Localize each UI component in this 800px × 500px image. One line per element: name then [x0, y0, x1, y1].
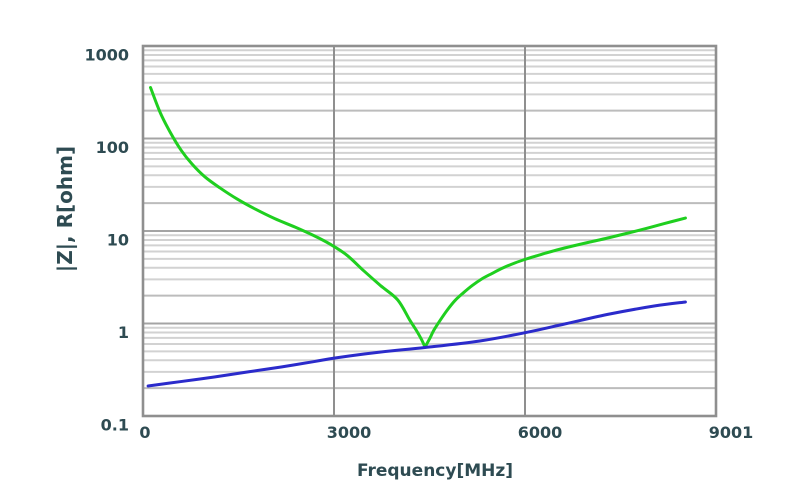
x-tick-label: 3000: [327, 423, 372, 442]
plot-frame: [141, 44, 718, 418]
y-axis-title: |Z|, R[ohm]: [53, 145, 77, 273]
y-tick-label: 0.1: [101, 416, 129, 435]
y-tick-label: 10: [107, 231, 129, 250]
x-axis-title: Frequency[MHz]: [356, 461, 514, 481]
series-curve-resistance: [146, 300, 687, 388]
series-curve-impedance: [149, 85, 687, 349]
x-tick-label: 9001: [709, 423, 754, 442]
x-tick-label: 6000: [518, 423, 563, 442]
y-tick-label: 100: [96, 138, 129, 157]
x-tick-label: 0: [139, 423, 150, 442]
y-tick-label: 1: [118, 323, 129, 342]
y-tick-label: 1000: [84, 46, 129, 65]
